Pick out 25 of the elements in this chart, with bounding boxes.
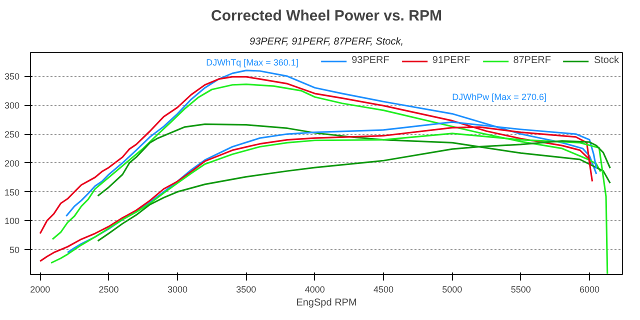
y-tick-label: 150 (4, 187, 20, 198)
y-tick-label: 100 (4, 216, 20, 226)
annotation: DJWhTq [Max = 360.1] (206, 57, 298, 68)
x-tick-label: 3000 (167, 284, 188, 294)
x-tick-label: 4000 (304, 284, 325, 294)
chart-title: Corrected Wheel Power vs. RPM (211, 8, 442, 24)
x-axis-title: EngSpd RPM (296, 298, 357, 308)
y-tick-label: 350 (4, 72, 20, 82)
legend-label: 87PERF (513, 55, 551, 66)
legend-label: Stock (594, 55, 619, 66)
annotation: DJWhPw [Max = 270.6] (452, 92, 546, 102)
legend-label: 91PERF (432, 55, 470, 66)
x-tick-label: 5500 (510, 284, 531, 294)
x-tick-label: 5000 (442, 284, 462, 294)
x-tick-label: 4500 (373, 284, 394, 294)
x-tick-label: 2000 (30, 284, 50, 294)
chart-subtitle: 93PERF, 91PERF, 87PERF, Stock, (250, 36, 404, 48)
legend-label: 93PERF (352, 55, 390, 66)
x-tick-label: 2500 (98, 284, 119, 294)
y-tick-label: 200 (4, 158, 20, 168)
x-tick-label: 6000 (580, 284, 600, 294)
y-tick-label: 300 (4, 100, 20, 111)
y-tick-label: 50 (9, 245, 20, 256)
x-tick-label: 3500 (236, 284, 256, 294)
y-tick-label: 250 (4, 130, 20, 140)
